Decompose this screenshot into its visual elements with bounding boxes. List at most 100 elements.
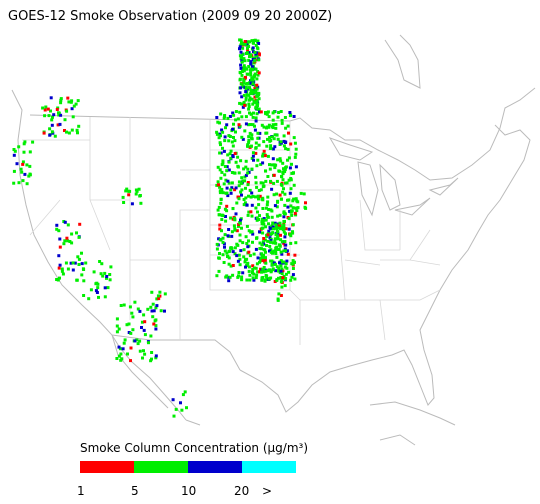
smoke-pixel: [80, 273, 84, 277]
smoke-pixel: [281, 260, 285, 264]
smoke-pixel: [251, 82, 255, 86]
smoke-pixel: [257, 189, 261, 192]
smoke-pixel: [254, 175, 258, 179]
smoke-pixel: [239, 190, 243, 194]
smoke-pixel: [249, 73, 253, 77]
smoke-pixel: [222, 261, 226, 264]
smoke-pixel: [289, 142, 293, 146]
smoke-pixel: [240, 278, 244, 282]
smoke-pixel: [287, 227, 291, 231]
smoke-pixel: [267, 125, 271, 129]
smoke-pixel: [281, 172, 285, 176]
smoke-pixel: [270, 209, 274, 213]
smoke-pixel: [216, 208, 220, 212]
smoke-pixel: [266, 154, 270, 158]
smoke-pixel: [271, 123, 275, 127]
smoke-pixel: [143, 320, 147, 324]
smoke-pixel: [240, 226, 243, 230]
smoke-pixel: [264, 169, 267, 173]
smoke-pixel: [235, 201, 239, 205]
smoke-pixel: [247, 58, 251, 62]
smoke-pixel: [250, 156, 254, 160]
smoke-pixel: [251, 232, 255, 236]
smoke-pixel: [268, 163, 271, 167]
smoke-pixel: [242, 69, 246, 73]
smoke-pixel: [48, 133, 52, 137]
smoke-pixel: [250, 203, 254, 207]
smoke-pixel: [142, 313, 146, 317]
smoke-pixel: [222, 182, 226, 186]
smoke-pixel: [219, 151, 223, 155]
smoke-pixel: [100, 262, 104, 266]
smoke-pixel: [255, 262, 259, 266]
smoke-pixel: [252, 158, 255, 162]
smoke-pixel: [250, 76, 254, 80]
smoke-pixel: [226, 153, 230, 157]
smoke-pixel: [250, 191, 254, 195]
smoke-pixel: [246, 261, 250, 265]
smoke-pixel: [255, 112, 259, 116]
smoke-pixel: [236, 155, 240, 159]
smoke-pixel: [68, 240, 72, 243]
smoke-pixel: [217, 183, 220, 187]
smoke-pixel: [284, 232, 287, 236]
smoke-pixel: [223, 115, 226, 119]
smoke-pixel: [12, 169, 16, 173]
smoke-pixel: [291, 206, 295, 210]
smoke-pixel: [245, 242, 249, 245]
smoke-pixel: [180, 408, 184, 412]
smoke-pixel: [218, 151, 222, 155]
smoke-pixel: [282, 134, 286, 138]
smoke-pixel: [238, 91, 242, 95]
smoke-pixel: [125, 323, 129, 327]
smoke-pixel: [253, 266, 256, 270]
smoke-pixel: [282, 223, 286, 227]
smoke-pixel: [23, 140, 27, 144]
smoke-pixel: [288, 209, 292, 213]
smoke-pixel: [150, 351, 154, 354]
smoke-pixel: [254, 276, 258, 280]
smoke-pixel: [271, 225, 275, 229]
smoke-pixel: [268, 139, 272, 143]
smoke-pixel: [140, 320, 144, 324]
smoke-pixel: [262, 217, 266, 221]
smoke-pixel: [226, 255, 229, 258]
smoke-pixel: [131, 328, 135, 332]
smoke-pixel: [153, 319, 157, 323]
smoke-pixel: [247, 265, 251, 269]
smoke-pixel: [224, 126, 227, 130]
smoke-pixel: [240, 54, 244, 58]
smoke-pixel: [233, 246, 237, 250]
smoke-pixel: [283, 247, 287, 251]
smoke-pixel: [271, 135, 274, 139]
smoke-pixel: [266, 200, 270, 204]
smoke-pixel: [247, 51, 251, 55]
smoke-pixel: [13, 149, 17, 153]
smoke-pixel: [284, 147, 288, 151]
smoke-pixel: [225, 204, 229, 208]
smoke-pixel: [218, 141, 222, 145]
smoke-pixel: [134, 188, 138, 192]
smoke-pixel: [154, 354, 158, 358]
smoke-pixel: [256, 131, 260, 135]
smoke-pixel: [254, 141, 258, 145]
smoke-pixel: [249, 53, 253, 57]
smoke-pixel: [238, 45, 242, 49]
smoke-pixel: [273, 145, 277, 149]
smoke-pixel: [65, 130, 68, 134]
smoke-pixel: [140, 326, 143, 329]
smoke-pixel: [242, 81, 246, 85]
smoke-pixel: [247, 138, 251, 142]
smoke-pixel: [267, 123, 271, 127]
smoke-pixel: [57, 111, 60, 115]
smoke-pixel: [219, 198, 223, 201]
smoke-pixel: [263, 248, 267, 252]
smoke-pixel: [277, 169, 281, 173]
smoke-pixel: [84, 261, 88, 265]
smoke-pixel: [262, 125, 266, 129]
smoke-pixel: [219, 143, 222, 147]
smoke-pixel: [232, 224, 236, 228]
smoke-pixel: [292, 136, 296, 140]
smoke-pixel: [247, 107, 251, 111]
smoke-pixel: [253, 74, 256, 78]
